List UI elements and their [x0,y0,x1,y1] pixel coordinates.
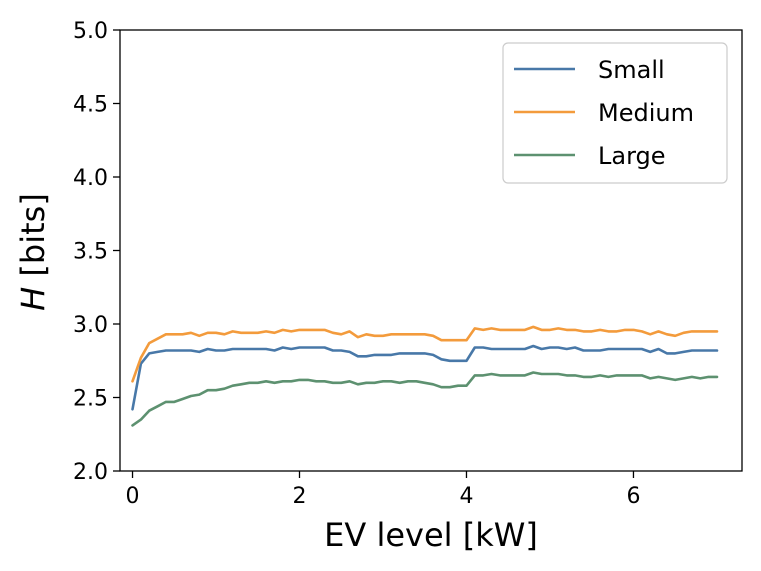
plot-frame [119,29,743,472]
x-tick-label: 4 [459,484,473,509]
x-axis-label: EV level [kW] [324,516,538,554]
series-line-medium [131,325,719,383]
y-tick-label: 4.5 [73,93,108,118]
legend-box [502,42,728,184]
x-tick-label: 6 [626,484,640,509]
legend: Small Medium Large [502,42,728,184]
x-tick-label: 2 [293,484,307,509]
x-axis: 0 2 4 6 [126,471,640,509]
y-axis: 2.0 2.5 3.0 3.5 4.0 4.5 5.0 [73,19,120,485]
y-tick-label: 2.0 [73,460,108,485]
legend-label-medium: Medium [598,99,694,127]
series-line-large [131,371,719,427]
y-tick-label: 3.5 [73,240,108,265]
y-tick-label: 2.5 [73,387,108,412]
y-tick-label: 5.0 [73,19,108,44]
x-tick-label: 0 [126,484,140,509]
y-axis-label-unit: [bits] [14,193,52,287]
y-axis-label: H [bits] [14,193,52,311]
y-tick-label: 4.0 [73,166,108,191]
legend-label-large: Large [598,142,666,170]
legend-label-small: Small [598,56,665,84]
plot-lines [131,325,719,427]
series-line-small [131,344,719,411]
y-axis-label-symbol: H [14,287,52,311]
y-tick-label: 3.0 [73,313,108,338]
